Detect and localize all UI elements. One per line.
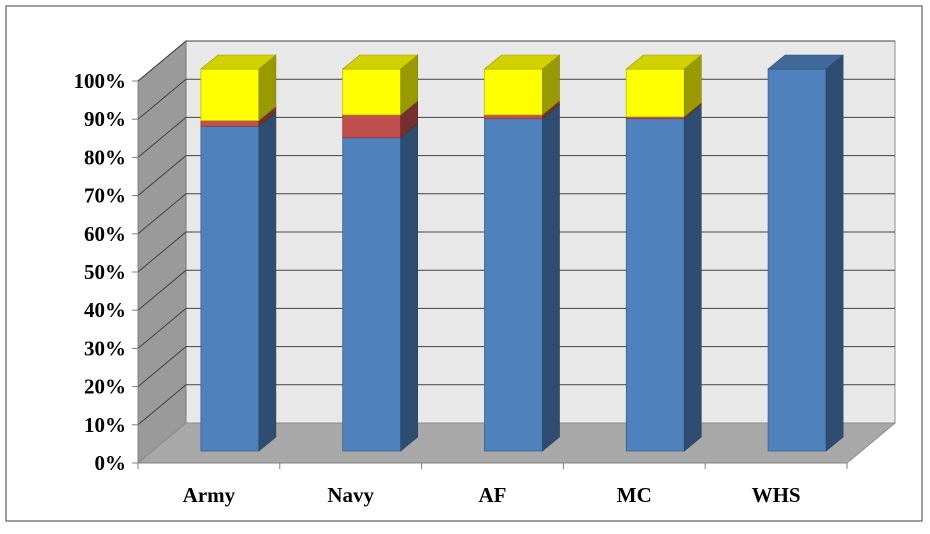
gridline-side [137, 155, 187, 196]
bar-stack-navy [341, 54, 419, 452]
gridline-side [137, 193, 187, 235]
bar-front [342, 114, 402, 139]
bar-front [200, 125, 260, 452]
x-tick-label-whs: WHS [752, 483, 801, 507]
bar-segment-af-series-3 [483, 54, 561, 116]
bar-front [484, 114, 543, 120]
bar-side [683, 104, 702, 452]
y-tick-label: 10% [84, 413, 126, 437]
bar-front [484, 68, 543, 116]
y-tick-label: 50% [84, 260, 126, 284]
bar-front [200, 68, 260, 121]
bar-side [542, 104, 560, 452]
bar-segment-navy-series-3 [341, 54, 419, 116]
bar-side [258, 111, 277, 452]
bar-segment-af-series-1 [484, 104, 560, 452]
x-tick-label-af: AF [479, 483, 507, 507]
bar-stack-whs [767, 54, 844, 452]
bar-front [342, 68, 402, 116]
bar-top [483, 54, 561, 70]
bar-front [767, 68, 827, 452]
bar-stack-mc [625, 54, 703, 452]
y-tick-label: 60% [84, 222, 126, 246]
y-tick-label: 100% [74, 69, 127, 93]
bar-front [484, 118, 543, 452]
y-tick-label: 90% [84, 107, 126, 131]
bar-top [625, 54, 703, 70]
bar-stack-af [483, 54, 561, 452]
bar-side [825, 54, 844, 452]
gridline-side [137, 308, 187, 349]
bar-segment-mc-series-1 [625, 104, 702, 452]
y-axis-tick-labels: 0% 10% 20% 30% 40% 50% 60% 70% 80% 90% 100% [74, 69, 127, 475]
bar-side [400, 123, 419, 452]
x-axis-tick-labels: Army Navy AF MC WHS [183, 483, 801, 507]
gridline-side [137, 269, 187, 311]
bars [200, 54, 844, 452]
y-tick-label: 20% [84, 375, 126, 399]
gridline-side [137, 117, 187, 158]
bar-segment-army-series-2 [200, 105, 277, 127]
gridline-side [137, 384, 187, 426]
x-tick-label-army: Army [183, 483, 236, 507]
bar-segment-navy-series-1 [342, 123, 419, 452]
y-tick-label: 30% [84, 336, 126, 360]
x-tick-label-navy: Navy [327, 483, 374, 507]
bar-front [625, 118, 685, 452]
axes [132, 80, 848, 469]
bar-front [200, 120, 260, 127]
bar-segment-whs-series-1 [767, 54, 844, 452]
bar-segment-army-series-3 [200, 54, 277, 122]
bar-segment-mc-series-3 [625, 54, 703, 118]
bar-front [342, 137, 402, 452]
bar-front [625, 68, 685, 118]
gridline-side [137, 346, 187, 387]
bar-top [767, 54, 844, 70]
x-tick-label-mc: MC [617, 483, 652, 507]
bar-top [341, 54, 419, 70]
gridline-side [137, 40, 187, 82]
bar-top [200, 54, 277, 70]
y-tick-label: 40% [84, 298, 126, 322]
bar-stack-army [200, 54, 277, 452]
bar-segment-army-series-1 [200, 111, 277, 452]
y-tick-label: 70% [84, 184, 126, 208]
gridline-side [137, 78, 187, 120]
y-tick-label: 80% [84, 145, 126, 169]
gridline-side [137, 231, 187, 273]
y-tick-label: 0% [95, 451, 127, 475]
